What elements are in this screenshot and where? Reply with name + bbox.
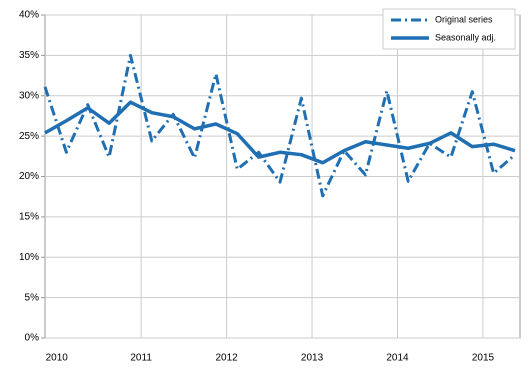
y-tick-label: 10% xyxy=(19,252,39,263)
x-tick-label: 2013 xyxy=(301,353,324,364)
legend-box xyxy=(382,8,516,50)
y-tick-label: 30% xyxy=(19,90,39,101)
y-tick-label: 40% xyxy=(19,10,39,21)
legend-label: Seasonally adj. xyxy=(435,32,496,42)
x-tick-label: 2014 xyxy=(386,353,409,364)
y-tick-label: 25% xyxy=(19,131,39,142)
series-line xyxy=(43,53,516,198)
x-tick-label: 2015 xyxy=(472,353,495,364)
series-line xyxy=(44,100,516,165)
legend-label: Original series xyxy=(435,14,493,24)
x-tick-label: 2010 xyxy=(46,353,69,364)
y-tick-label: 20% xyxy=(19,171,39,182)
x-tick-label: 2011 xyxy=(130,353,152,364)
x-tick-label: 2012 xyxy=(215,353,238,364)
y-tick-label: 5% xyxy=(25,292,40,303)
y-tick-label: 35% xyxy=(19,50,39,61)
y-tick-label: 0% xyxy=(25,333,40,344)
y-tick-label: 15% xyxy=(19,212,39,223)
